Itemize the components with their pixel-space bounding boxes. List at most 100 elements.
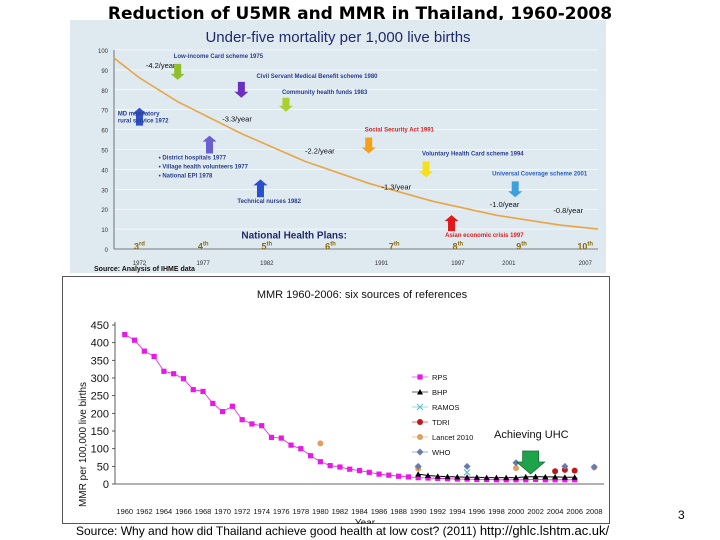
mmr-point-rps [386,472,392,478]
mmr-point-bhp [532,473,539,480]
policy-label-universal-coverage-scheme-2001: Universal Coverage scheme 2001 [492,171,588,177]
policy-label-voluntary-health-card-scheme-1994: Voluntary Health Card scheme 1994 [422,151,524,157]
mmr-point-rps [532,476,539,483]
u5-source-note: Source: Analysis of IHME data [94,266,195,273]
mmr-point-rps [229,403,235,409]
mmr-point-bhp [522,473,529,480]
mmr-ytick: 50 [97,461,109,473]
policy-label-community-health-funds-1983: Community health funds 1983 [282,90,368,96]
mmr-point-lancet-2010 [512,465,519,472]
mmr-point-who [463,462,471,470]
mmr-point-rps [337,464,343,470]
u5-ytick: 80 [101,89,108,95]
mmr-point-rps [122,331,128,338]
source-citation: Source: Why and how did Thailand achieve… [76,523,609,538]
mmr-point-rps [151,353,157,360]
plan-8: 8th [453,241,464,251]
mmr-xtick: 1964 [156,507,173,516]
mmr-point-rps [141,348,147,354]
mmr-xtick: 1976 [273,507,290,516]
source-text: Source: Why and how did Thailand achieve… [76,524,480,538]
mmr-point-ramos [463,468,471,476]
mmr-point-rps [405,474,411,480]
rate-label: -1.3/year [381,182,411,191]
legend-label-ramos: RAMOS [432,403,460,412]
mmr-point-rps [415,475,421,481]
uhc-annotation: Achieving UHC [494,429,569,441]
mmr-point-rps [298,446,304,452]
slide-title: Reduction of U5MR and MMR in Thailand, 1… [107,4,613,24]
mmr-point-bhp [434,473,441,479]
u5-xtick: 2007 [579,261,593,267]
mmr-xtick: 1990 [410,507,427,516]
mmr-point-rps [180,376,187,382]
mmr-point-bhp [454,473,461,480]
mmr-point-bhp [417,389,423,395]
mmr-point-tdri [417,419,423,425]
source-link[interactable]: http://ghlc.lshtm.ac.uk/ [479,523,610,538]
plan-6: 6th [325,241,336,251]
plan-10: 10th [577,241,593,251]
plan-5: 5th [261,241,272,251]
uhc-arrow [515,450,546,475]
mmr-point-rps [523,477,529,483]
mmr-xtick: 1962 [136,507,153,516]
mmr-point-rps [200,388,206,395]
policy-arrow-down [419,161,434,178]
mmr-frame [62,276,610,524]
policy-label-social-security-act-1991: Social Security Act 1991 [365,128,435,134]
mmr-point-bhp [464,474,471,480]
mmr-point-rps [131,337,138,343]
legend-label-bhp: BHP [432,388,447,397]
mmr-point-rps [552,477,558,483]
u5mr-chart: Under-five mortality per 1,000 live birt… [70,20,606,273]
mmr-chart: MMR 1960-2006: six sources of references… [62,276,610,524]
mmr-xtick: 1980 [312,507,329,516]
u5-xtick: 1982 [260,261,274,267]
mmr-point-bhp [512,474,519,481]
mmr-xtick: 1994 [449,507,466,516]
mmr-point-who [416,448,424,456]
rate-label: -1.0/year [490,200,520,209]
u5-ytick: 30 [101,188,108,194]
u5-title: Under-five mortality per 1,000 live birt… [205,29,470,46]
mmr-point-ramos [416,403,424,411]
policy-label-asian-economic-crisis-1997: Asian economic crisis 1997 [445,233,524,239]
bullet-item: • National EPI 1978 [159,173,213,179]
mmr-point-bhp [415,471,422,477]
u5-ytick: 40 [101,168,108,174]
mmr-point-rps [288,442,294,448]
mmr-xtick: 1992 [429,507,446,516]
mmr-xtick: 2000 [508,507,525,516]
mmr-ytick: 450 [91,320,109,332]
mmr-xtick: 1996 [469,507,486,516]
mmr-point-tdri [552,468,559,475]
mmr-point-bhp [483,474,490,481]
u5-xtick: 1977 [196,261,210,267]
policy-arrow-down [508,181,523,198]
u5-ytick: 10 [101,228,108,234]
mmr-point-rps [171,371,177,377]
mmr-ylabel: MMR per 100,000 live births [78,382,89,507]
mmr-title: MMR 1960-2006: six sources of references [257,289,468,301]
u5-background [70,20,606,273]
mmr-point-tdri [571,467,578,474]
mmr-point-rps [268,434,275,440]
mmr-point-bhp [552,473,559,480]
mmr-point-who [590,463,598,471]
mmr-point-bhp [503,474,510,481]
policy-arrow-up [253,179,268,198]
u5-curve [113,57,599,230]
u5-ytick: 50 [101,149,108,155]
rate-label: -3.3/year [222,115,252,124]
mmr-xtick: 2002 [527,507,544,516]
mmr-point-who [512,459,520,467]
mmr-ytick: 250 [91,391,109,403]
plans-title: National Health Plans: [241,231,347,242]
legend-label-tdri: TDRI [432,418,450,427]
u5-ytick: 0 [105,248,109,254]
md-label-line1: MD mandatory [118,112,160,118]
mmr-xtick: 1998 [488,507,505,516]
policy-label-low-income-card-scheme-1975: Low-income Card scheme 1975 [174,54,264,60]
mmr-ytick: 200 [91,408,109,420]
